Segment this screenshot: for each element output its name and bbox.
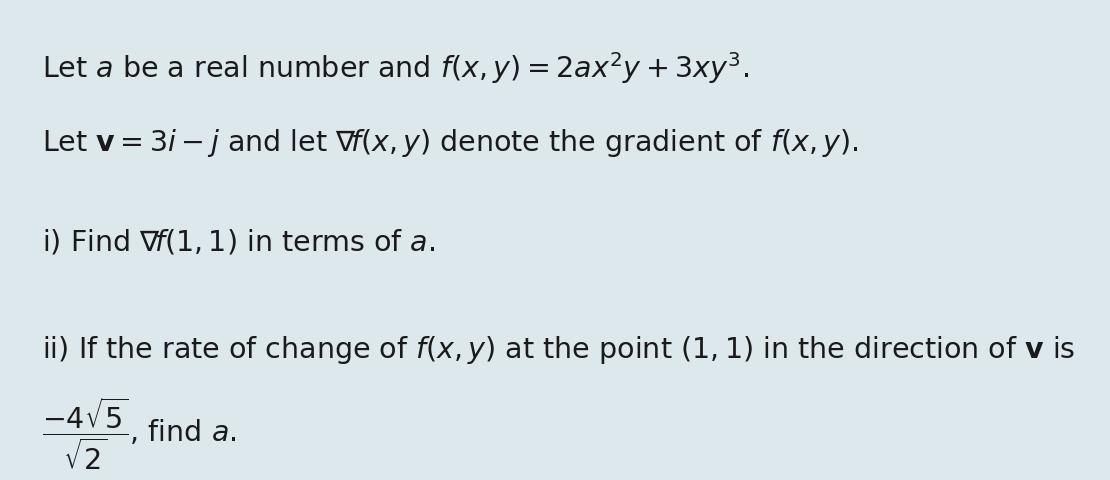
Text: Let $\mathbf{v} = 3i - j$ and let $\nabla\! f(x, y)$ denote the gradient of $f(x: Let $\mathbf{v} = 3i - j$ and let $\nabl…	[42, 127, 859, 159]
Text: i) Find $\nabla\! f(1, 1)$ in terms of $a$.: i) Find $\nabla\! f(1, 1)$ in terms of $…	[42, 228, 435, 257]
Text: ii) If the rate of change of $f(x, y)$ at the point $(1, 1)$ in the direction of: ii) If the rate of change of $f(x, y)$ a…	[42, 334, 1076, 366]
Text: Let $a$ be a real number and $f(x, y) = 2ax^2y + 3xy^3$.: Let $a$ be a real number and $f(x, y) = …	[42, 50, 749, 86]
Text: $\dfrac{-4\sqrt{5}}{\sqrt{2}}$, find $a$.: $\dfrac{-4\sqrt{5}}{\sqrt{2}}$, find $a$…	[42, 396, 236, 472]
